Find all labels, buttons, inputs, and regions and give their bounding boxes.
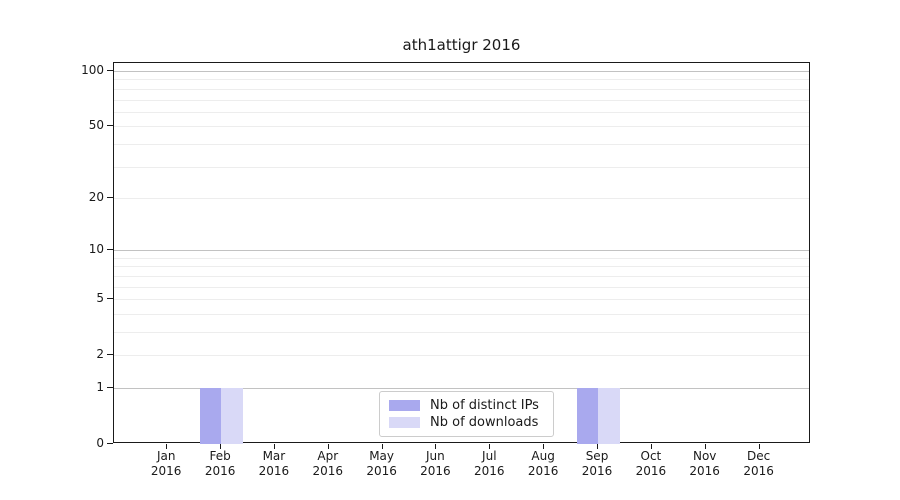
x-tick-mark <box>381 444 383 449</box>
gridline-minor <box>114 88 809 90</box>
x-tick-month: Jan <box>156 449 176 463</box>
gridline-minor <box>114 126 809 128</box>
x-tick-month: Sep <box>585 449 609 463</box>
y-tick-label: 5 <box>96 291 104 306</box>
gridline-minor <box>114 99 809 101</box>
plot-area <box>113 62 810 444</box>
x-tick-label: Mar 2016 <box>246 449 302 479</box>
x-tick-year: 2016 <box>258 464 290 478</box>
gridline-minor <box>114 299 809 301</box>
gridline-minor <box>114 332 809 333</box>
x-tick-month: Nov <box>692 449 717 463</box>
bar-downloads <box>221 388 243 444</box>
x-tick-mark <box>650 444 652 449</box>
chart-title: ath1attigr 2016 <box>402 36 521 54</box>
x-tick-month: Aug <box>531 449 555 463</box>
bar-distinct-ips <box>199 388 222 444</box>
gridline-minor <box>114 355 809 357</box>
y-tick-label: 1 <box>96 380 104 394</box>
gridline-minor <box>114 111 809 113</box>
gridline-minor <box>114 197 809 199</box>
x-tick-label: Jan 2016 <box>138 449 194 479</box>
x-tick-label: Oct 2016 <box>623 449 679 479</box>
y-tick-label: 20 <box>88 189 104 204</box>
x-tick-mark <box>220 444 222 449</box>
x-tick-mark <box>489 444 491 449</box>
x-tick-year: 2016 <box>689 464 720 478</box>
gridline-minor <box>114 313 809 315</box>
x-tick-year: 2016 <box>581 464 613 478</box>
x-tick-year: 2016 <box>312 464 344 478</box>
x-tick-month: Dec <box>746 449 771 463</box>
x-tick-label: Nov 2016 <box>677 449 733 479</box>
y-tick-mark <box>107 354 113 356</box>
x-tick-mark <box>758 444 760 449</box>
x-tick-month: Mar <box>262 449 286 463</box>
gridline-minor <box>114 166 809 168</box>
y-tick-label: 0 <box>96 436 104 450</box>
x-tick-mark <box>273 444 275 449</box>
x-tick-label: Apr 2016 <box>300 449 356 479</box>
gridline-minor <box>114 266 809 268</box>
x-tick-mark <box>327 444 329 449</box>
gridline-minor <box>114 257 809 259</box>
y-tick-label: 100 <box>81 63 104 77</box>
x-tick-month: Jun <box>426 449 445 463</box>
x-tick-month: Jul <box>482 449 497 463</box>
x-tick-month: Apr <box>317 449 339 463</box>
gridline-major <box>114 388 809 389</box>
x-tick-mark <box>704 444 706 449</box>
gridline-minor <box>114 286 809 288</box>
x-tick-year: 2016 <box>366 464 397 478</box>
x-tick-label: Aug 2016 <box>515 449 571 479</box>
x-tick-mark <box>435 444 437 449</box>
x-tick-mark <box>543 444 545 449</box>
gridline-minor <box>114 275 809 277</box>
x-tick-year: 2016 <box>635 464 667 478</box>
x-tick-year: 2016 <box>150 464 182 478</box>
bar-distinct-ips <box>576 388 598 444</box>
legend-label-distinct-ips: Nb of distinct IPs <box>430 398 539 413</box>
y-tick-mark <box>107 387 113 388</box>
x-tick-mark <box>166 444 168 449</box>
legend-label-downloads: Nb of downloads <box>430 415 539 430</box>
x-tick-mark <box>597 444 598 449</box>
x-tick-label: Jul 2016 <box>461 449 517 479</box>
y-tick-mark <box>107 249 113 251</box>
y-tick-mark <box>107 125 113 127</box>
x-tick-year: 2016 <box>743 464 774 478</box>
y-tick-label: 10 <box>88 242 104 257</box>
y-tick-mark <box>107 70 113 71</box>
x-tick-month: Oct <box>640 449 662 463</box>
y-tick-mark <box>107 443 113 444</box>
legend-item-downloads: Nb of downloads <box>389 415 544 430</box>
x-tick-label: Jun 2016 <box>407 449 463 479</box>
gridline-major <box>114 250 809 252</box>
x-tick-year: 2016 <box>527 464 559 478</box>
x-tick-year: 2016 <box>204 464 236 478</box>
x-tick-year: 2016 <box>420 464 451 478</box>
x-tick-month: Feb <box>209 449 231 463</box>
y-tick-mark <box>107 298 113 300</box>
x-tick-label: Dec 2016 <box>731 449 787 479</box>
x-tick-label: Feb 2016 <box>192 449 248 479</box>
gridline-minor <box>114 143 809 145</box>
gridline-minor <box>114 79 809 81</box>
y-tick-label: 2 <box>96 347 104 362</box>
legend: Nb of distinct IPs Nb of downloads <box>379 391 554 437</box>
legend-swatch-downloads <box>389 417 420 428</box>
y-tick-mark <box>107 196 113 198</box>
bar-downloads <box>598 388 620 444</box>
gridline-major <box>114 71 809 72</box>
y-tick-label: 50 <box>88 118 104 133</box>
x-tick-label: Sep 2016 <box>569 449 625 479</box>
x-tick-year: 2016 <box>474 464 505 478</box>
legend-item-distinct-ips: Nb of distinct IPs <box>389 398 544 413</box>
x-tick-month: May <box>369 449 394 463</box>
legend-swatch-distinct-ips <box>389 400 420 411</box>
x-tick-label: May 2016 <box>354 449 410 479</box>
